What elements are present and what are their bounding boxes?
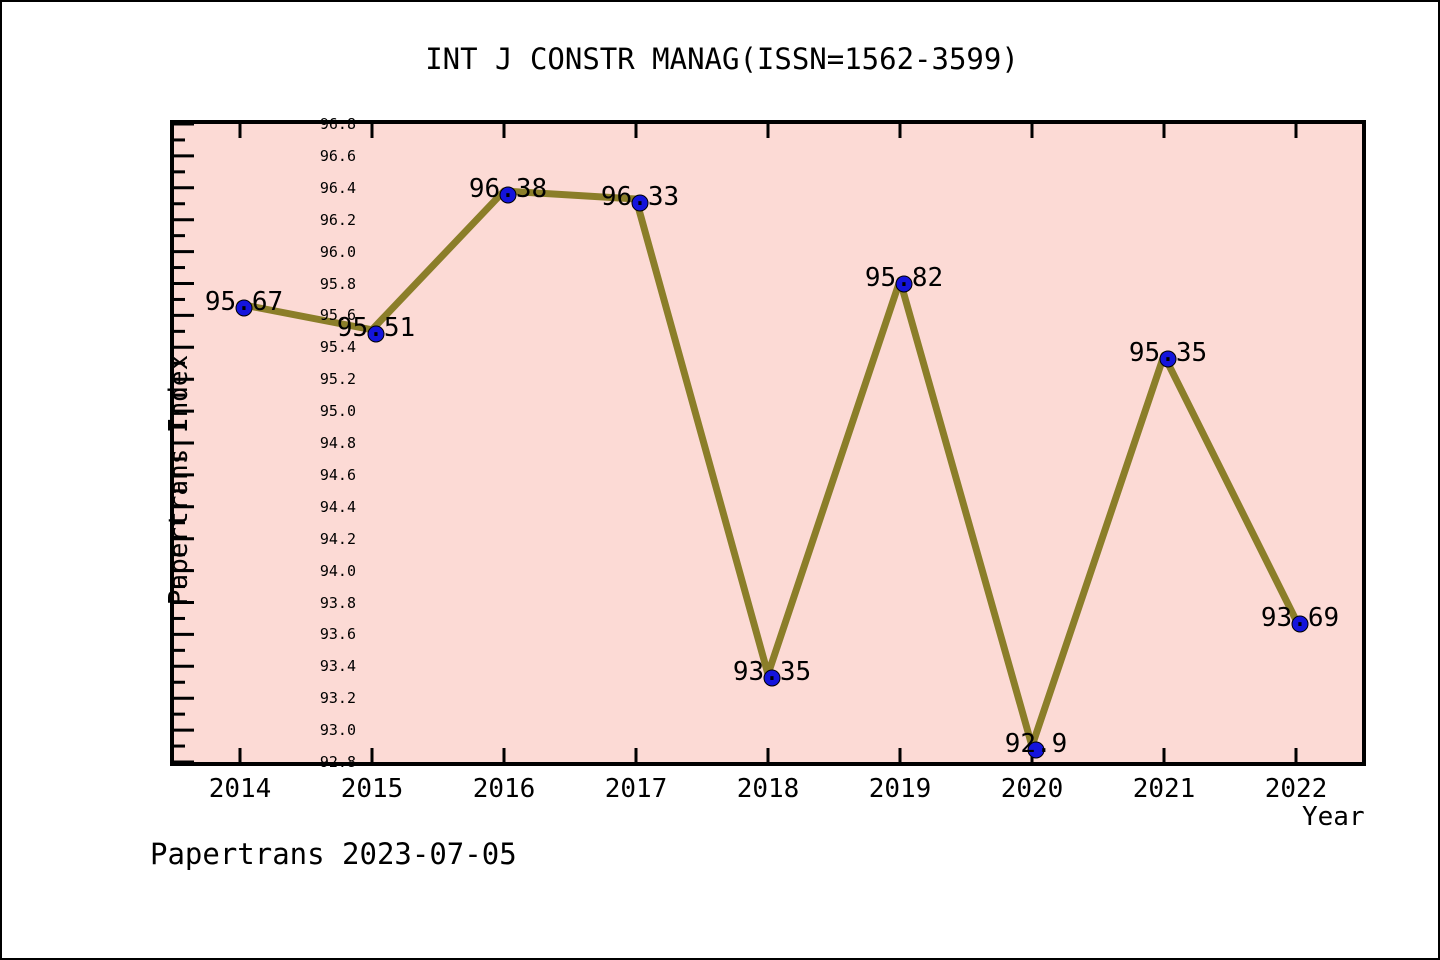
data-point-marker [1027, 741, 1045, 759]
y-axis-tick-label: 95.0 [319, 402, 356, 421]
y-axis-tick-label: 93.4 [319, 657, 356, 676]
y-axis-tick-label: 96.2 [319, 210, 356, 229]
y-axis-tick-label: 93.2 [319, 689, 356, 708]
y-axis-tick-label: 94.6 [319, 465, 356, 484]
y-axis-tick-label: 95.6 [319, 306, 356, 325]
data-point-marker [631, 194, 649, 212]
y-axis-tick-label: 94.8 [319, 434, 356, 452]
data-point-marker [1159, 350, 1177, 368]
y-axis-tick-label: 93.0 [319, 721, 356, 740]
data-line [236, 187, 1300, 750]
x-axis-tick-label: 2021 [1132, 774, 1196, 804]
y-axis-tick-label: 96.4 [319, 178, 356, 197]
plot-area: 95.67 95.51 96.38 96.33 93.35 95.82 92.9 95.35 9… [170, 120, 1366, 766]
data-point-marker [1291, 615, 1309, 633]
y-axis-tick-label: 96.6 [319, 146, 356, 165]
y-axis-tick-label: 96.0 [319, 242, 356, 261]
data-point-marker [895, 275, 913, 293]
x-axis-tick-label: 2020 [1000, 774, 1064, 804]
data-point-marker [235, 299, 253, 317]
y-axis-tick-label: 94.4 [319, 497, 356, 516]
footer-note: Papertrans 2023-07-05 [150, 837, 517, 871]
y-axis-tick-label: 95.2 [319, 370, 356, 389]
x-axis-tick-label: 2019 [868, 774, 932, 804]
data-point-marker [367, 325, 385, 343]
y-axis-tick-label: 94.2 [319, 529, 356, 548]
x-axis-tick-label: 2018 [736, 774, 800, 804]
x-axis-tick-label: 2017 [604, 774, 668, 804]
x-axis-title: Year [1302, 802, 1365, 832]
y-axis-tick-label: 93.8 [319, 593, 356, 612]
x-axis-tick-label: 2015 [340, 774, 404, 804]
y-axis-tick-label: 94.0 [319, 561, 356, 580]
x-axis-tick-label: 2016 [472, 774, 536, 804]
y-axis-tick-label: 95.8 [319, 274, 356, 293]
x-axis-tick-label: 2014 [208, 774, 272, 804]
data-point-marker [499, 186, 517, 204]
y-axis-tick-label: 93.6 [319, 625, 356, 644]
chart-title: INT J CONSTR MANAG(ISSN=1562-3599) [425, 42, 1019, 76]
y-axis-title: Papertrans Index [164, 354, 195, 606]
x-axis-tick-label: 2022 [1264, 774, 1328, 804]
y-axis-tick-label: 96.8 [319, 115, 356, 133]
y-axis-tick-label: 95.4 [319, 338, 356, 357]
y-axis-tick-label: 92.8 [319, 753, 356, 771]
y-axis-tick-marks [174, 124, 194, 762]
data-point-marker [763, 669, 781, 687]
